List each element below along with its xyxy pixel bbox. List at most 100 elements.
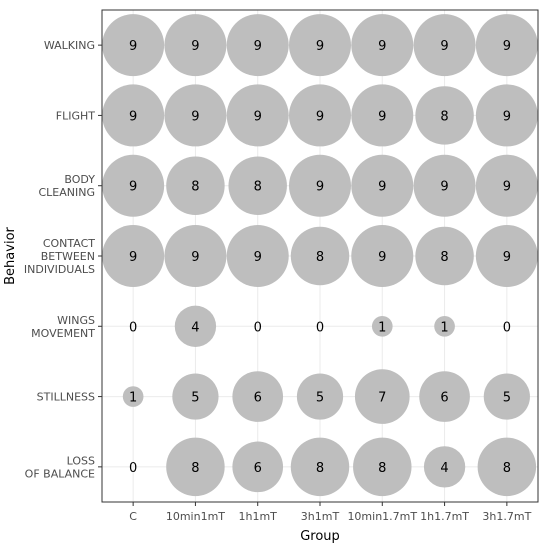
bubble-value-label: 0 [254,320,262,335]
x-tick-label: 1h1mT [239,510,278,523]
bubble [226,84,289,147]
bubble [413,154,476,217]
bubble-value-label: 9 [440,180,448,195]
bubble [296,373,344,420]
bubble-value-label: 9 [129,109,137,124]
bubble-value-label: 9 [316,39,324,54]
bubble-value-label: 4 [191,320,199,335]
bubble [102,225,165,287]
x-tick-label: 1h1.7mT [420,510,469,523]
bubble [102,14,165,77]
y-tick-label: FLIGHT [56,109,95,122]
bubble [477,437,537,497]
y-tick-label: STILLNESS [37,391,95,404]
bubble-value-label: 8 [316,461,324,476]
bubble-value-label: 9 [254,109,262,124]
bubble [232,371,284,422]
bubble [232,441,284,493]
bubble [475,14,538,77]
y-tick-label: OF BALANCE [25,467,95,480]
bubble-value-label: 0 [129,320,137,335]
y-tick-label: BODY [64,173,95,186]
bubble [164,84,227,147]
bubble [423,446,466,488]
bubble [475,154,538,217]
bubble-labels-layer: 9 9 9 9 9 9 9 9 9 9 9 9 8 9 9 8 8 9 9 9 9 9 9 9 8 9 8 9 0 4 0 0 1 1 0 1 5 6 5 7… [129,39,511,476]
bubble [290,226,350,286]
bubble-value-label: 9 [129,39,137,54]
bubble [164,14,227,77]
bubble-value-label: 9 [129,250,137,265]
y-tick-label: WALKING [44,39,95,52]
bubble [415,226,474,286]
bubble-value-label: 9 [254,39,262,54]
bubble [164,225,227,287]
bubble [172,373,219,420]
bubble-value-label: 1 [440,320,448,335]
bubble-value-label: 0 [503,320,511,335]
bubble [483,373,530,420]
bubble [475,225,538,287]
bubble-value-label: 0 [316,320,324,335]
bubble-value-label: 9 [191,109,199,124]
x-tick-label: 3h1mT [301,510,340,523]
bubble-value-label: 9 [503,250,511,265]
bubble-value-label: 6 [254,461,262,476]
bubble [419,371,470,422]
bubbles-layer [102,14,538,497]
x-axis-ticks: C 10min1mT 1h1mT 3h1mT 10min1.7mT 1h1.7mT 3h1.… [129,502,532,523]
bubble [289,154,351,217]
bubble [415,86,474,145]
bubble-value-label: 9 [378,109,386,124]
bubble [226,14,289,77]
bubble [351,84,414,147]
bubble-value-label: 8 [378,461,386,476]
y-tick-label: LOSS [67,454,95,467]
bubble-value-label: 9 [254,250,262,265]
bubble-value-label: 9 [378,39,386,54]
bubble-value-label: 8 [440,250,448,265]
bubble-value-label: 9 [440,39,448,54]
y-axis-title: Behavior [3,226,18,284]
y-tick-label: INDIVIDUALS [24,263,95,276]
bubble [226,225,289,287]
bubble [434,315,455,337]
bubble-value-label: 8 [191,461,199,476]
bubble [371,315,393,337]
x-tick-label: C [129,510,137,523]
bubble-value-label: 8 [503,461,511,476]
bubble-value-label: 8 [191,180,199,195]
bubble [351,14,414,77]
bubble-value-label: 9 [191,250,199,265]
bubble [166,156,225,215]
bubble-value-label: 8 [440,109,448,124]
bubble-value-label: 9 [503,180,511,195]
bubble [102,84,165,147]
bubble-value-label: 6 [440,391,448,406]
x-axis-title: Group [300,529,340,544]
bubble [290,437,350,497]
bubble [475,84,538,147]
bubble-value-label: 5 [316,391,324,406]
bubble-value-label: 9 [316,180,324,195]
bubble [228,156,287,215]
bubble-value-label: 9 [503,109,511,124]
x-tick-label: 3h1.7mT [482,510,531,523]
bubble-value-label: 9 [378,180,386,195]
x-tick-label: 10min1mT [166,510,225,523]
bubble-value-label: 7 [378,391,386,406]
bubble-value-label: 8 [254,180,262,195]
bubble-value-label: 1 [378,320,386,335]
bubble-value-label: 0 [129,461,137,476]
x-tick-label: 10min1.7mT [347,510,417,523]
y-tick-label: CLEANING [38,186,95,199]
bubble-value-label: 1 [129,391,137,406]
bubble [354,369,410,424]
bubble-value-label: 9 [378,250,386,265]
bubble-value-label: 8 [316,250,324,265]
bubble [413,14,476,77]
bubble-value-label: 9 [316,109,324,124]
bubble-value-label: 6 [254,391,262,406]
